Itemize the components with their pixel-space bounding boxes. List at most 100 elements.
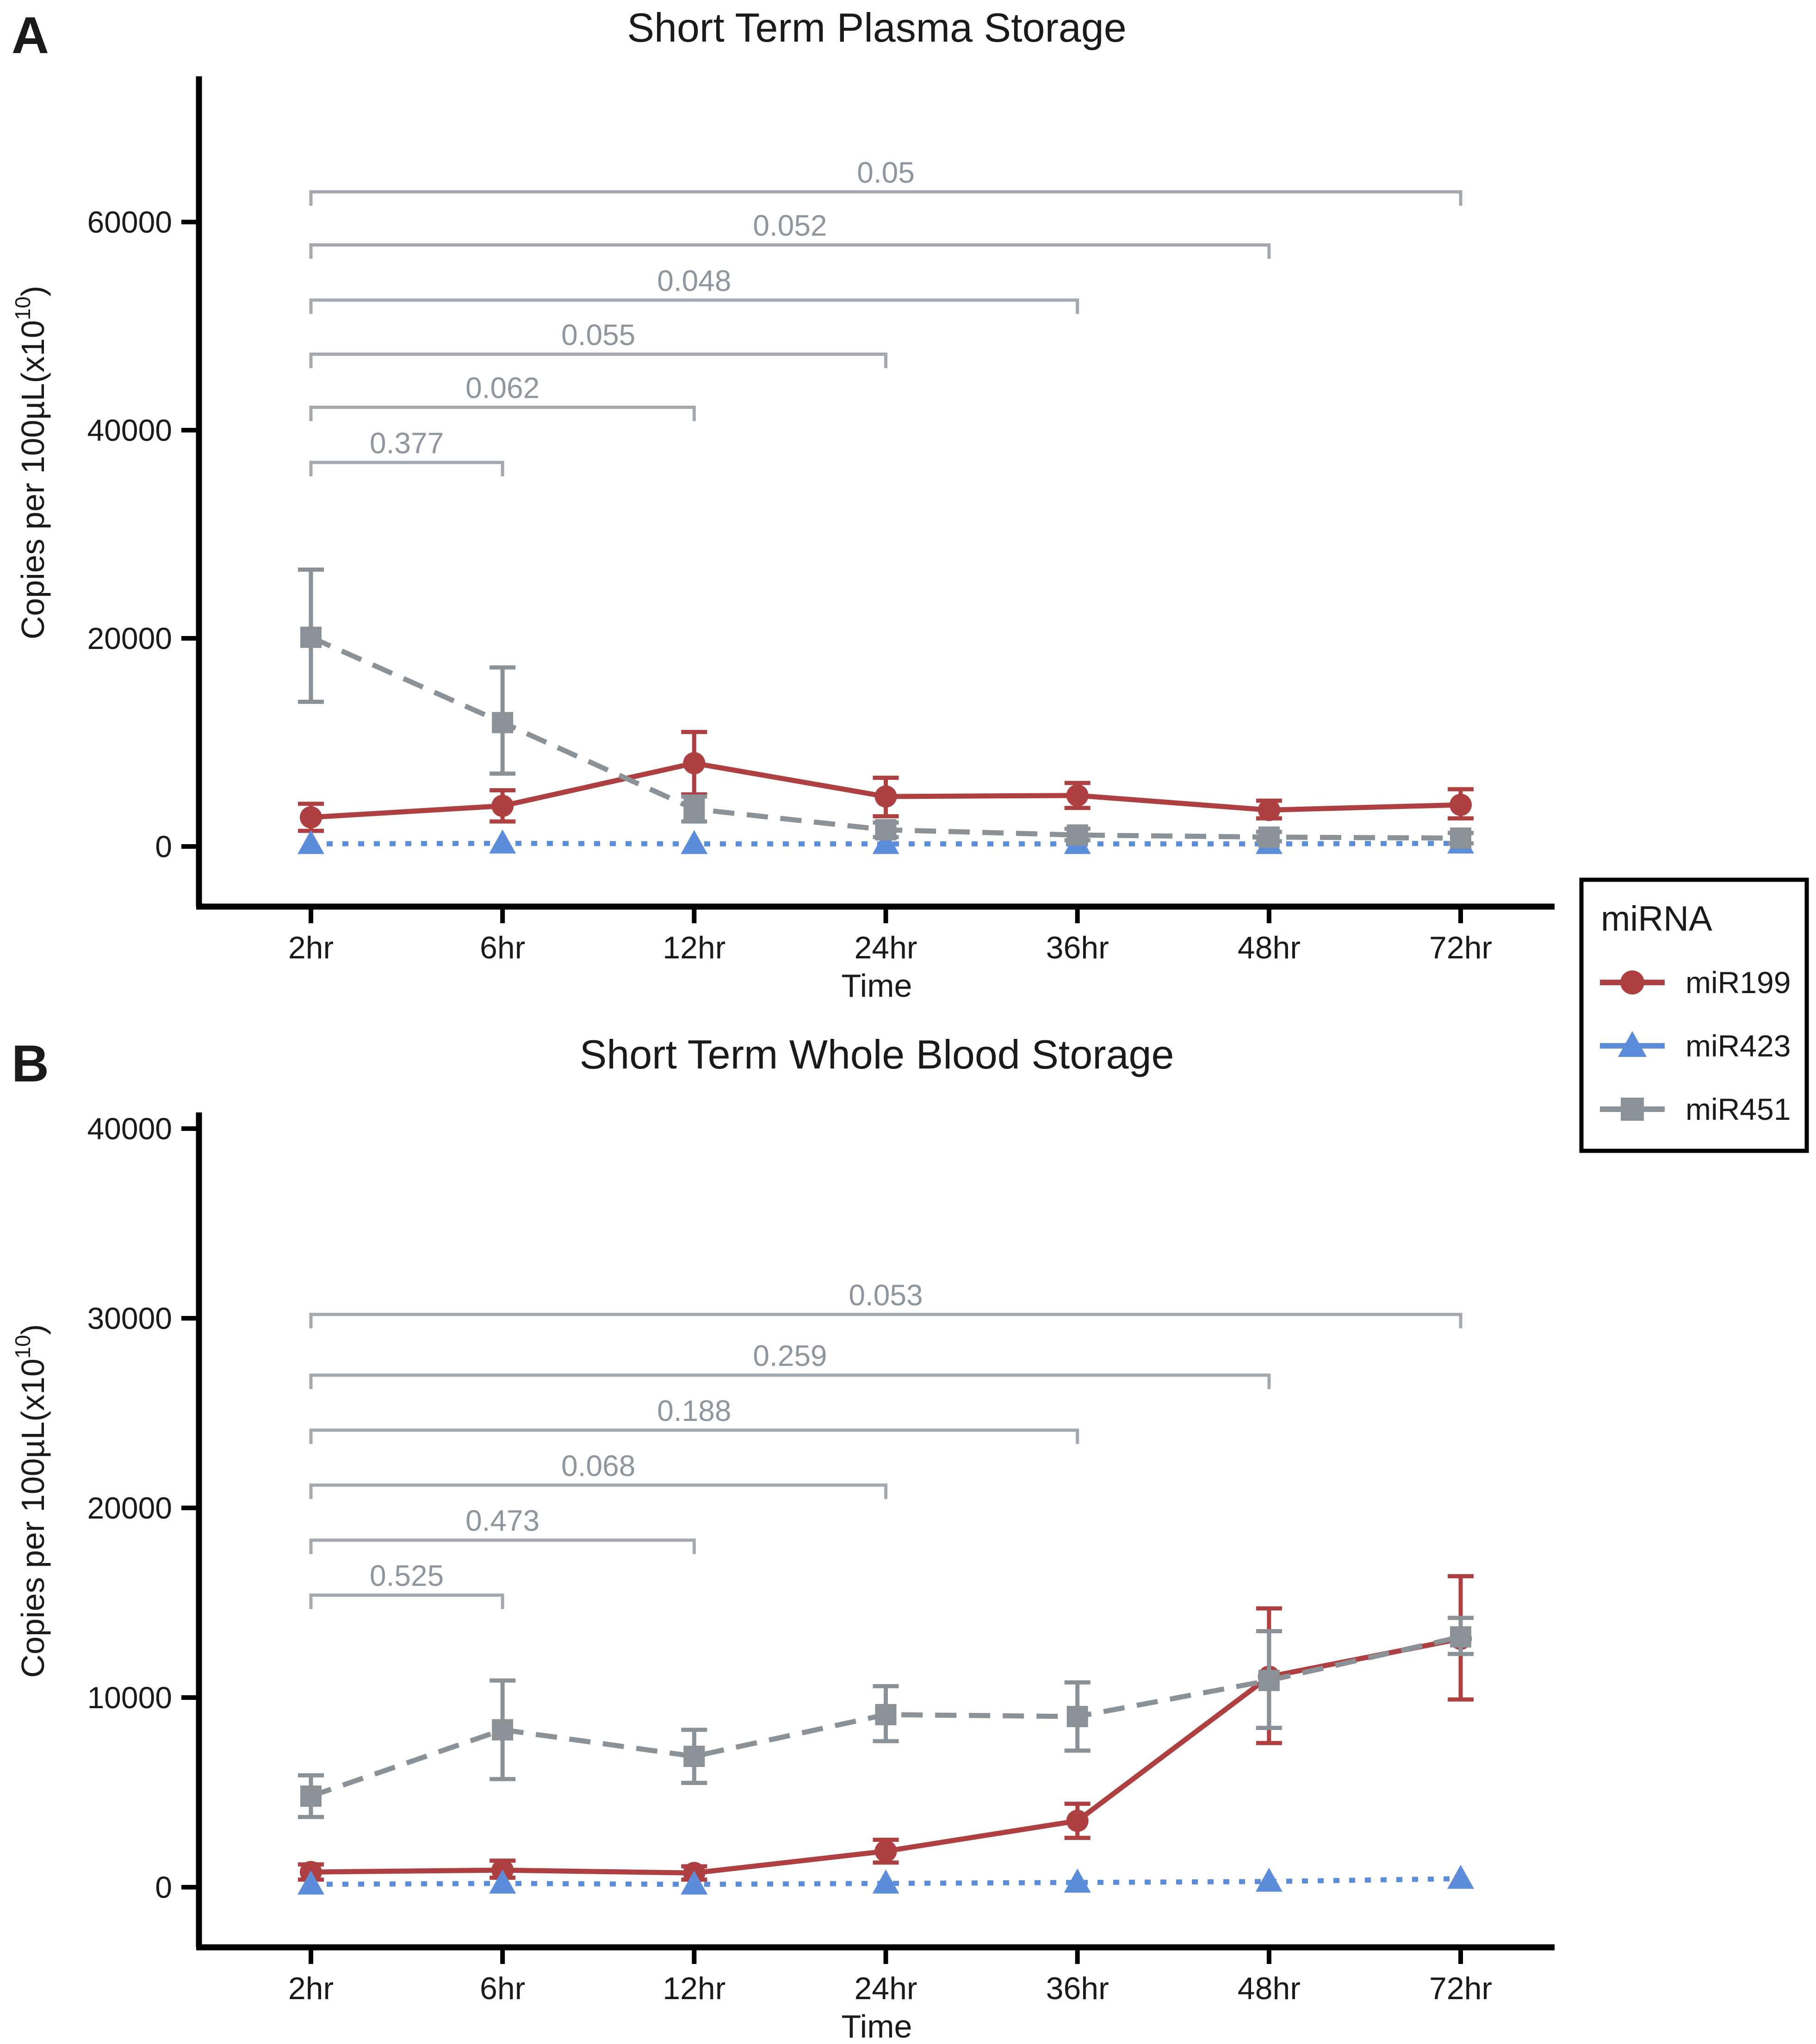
- panel-letter: B: [12, 1035, 49, 1093]
- significance-bracket: 0.048: [309, 264, 1079, 314]
- series-marker: [300, 1785, 322, 1807]
- p-value-label: 0.053: [849, 1278, 923, 1312]
- significance-bracket: 0.188: [309, 1394, 1079, 1444]
- y-tick-label: 40000: [87, 1112, 172, 1146]
- y-tick-label: 0: [155, 1870, 172, 1904]
- y-tick-label: 40000: [87, 413, 172, 447]
- series-miR451: [298, 568, 1474, 849]
- p-value-label: 0.377: [370, 426, 444, 460]
- bracket-line: [309, 406, 696, 421]
- series-marker: [1255, 1867, 1283, 1892]
- y-tick-label: 0: [155, 829, 172, 864]
- series-miR451: [298, 1616, 1474, 1819]
- panel-a: A Short Term Plasma Storage 0 20000 40000 600…: [11, 5, 1555, 1004]
- series-marker: [1064, 1868, 1091, 1893]
- legend-entry-label: miR451: [1686, 1092, 1791, 1126]
- series-marker: [874, 785, 897, 808]
- series-marker: [1450, 827, 1472, 849]
- x-tick-label: 48hr: [1238, 1971, 1301, 2006]
- y-tick-label: 60000: [87, 205, 172, 239]
- legend-entry-label: miR423: [1686, 1029, 1791, 1063]
- series-marker: [1447, 1865, 1475, 1889]
- bracket-line: [309, 461, 504, 476]
- legend-marker-circle: [1620, 970, 1644, 994]
- y-tick-label: 10000: [87, 1680, 172, 1715]
- y-tick-label: 20000: [87, 621, 172, 655]
- bracket-line: [309, 298, 1079, 314]
- legend-entry-mir451: miR451: [1600, 1092, 1791, 1126]
- y-axis-title: Copies per 100µL(x1010): [11, 286, 51, 640]
- series-marker: [681, 1870, 708, 1895]
- significance-bracket: 0.525: [309, 1559, 504, 1609]
- y-axis-title: Copies per 100µL(x1010): [11, 1324, 51, 1678]
- legend-marker-triangle: [1618, 1031, 1647, 1057]
- x-tick-label: 24hr: [854, 1971, 917, 2006]
- series-marker: [1450, 794, 1472, 816]
- x-axis-title: Time: [842, 2008, 912, 2044]
- p-value-label: 0.473: [465, 1504, 539, 1538]
- significance-bracket: 0.053: [309, 1278, 1463, 1328]
- bracket-line: [309, 190, 1463, 206]
- significance-bracket: 0.05: [309, 156, 1463, 206]
- series-marker: [491, 795, 514, 817]
- bracket-line: [309, 1538, 696, 1554]
- x-tick-label: 36hr: [1046, 1971, 1109, 2006]
- series-marker: [872, 830, 899, 854]
- series-marker: [875, 819, 897, 840]
- series-marker: [300, 626, 322, 648]
- significance-bracket: 0.377: [309, 426, 504, 476]
- legend-entry-label: miR199: [1686, 965, 1791, 1000]
- series-miR423: [298, 1865, 1475, 1895]
- significance-bracket: 0.062: [309, 371, 696, 421]
- p-value-label: 0.055: [561, 318, 635, 352]
- series-marker: [875, 1704, 897, 1725]
- series-marker: [298, 1870, 324, 1895]
- p-value-label: 0.068: [561, 1449, 635, 1482]
- x-axis-title: Time: [842, 968, 912, 1004]
- x-tick-label: 6hr: [480, 1971, 525, 2006]
- bracket-line: [309, 243, 1271, 259]
- x-tick-label: 6hr: [480, 930, 525, 965]
- x-tick-label: 36hr: [1046, 930, 1109, 965]
- bracket-line: [309, 1313, 1463, 1328]
- p-value-label: 0.052: [753, 209, 827, 242]
- series-marker: [683, 752, 706, 774]
- p-value-label: 0.062: [465, 371, 539, 405]
- legend-title: miRNA: [1601, 899, 1712, 939]
- x-tick-label: 72hr: [1429, 930, 1492, 965]
- legend-box: [1579, 877, 1809, 1153]
- p-value-label: 0.188: [657, 1394, 731, 1427]
- series-marker: [1258, 799, 1280, 821]
- p-value-label: 0.048: [657, 264, 731, 297]
- significance-bracket: 0.068: [309, 1449, 888, 1499]
- legend: miRNA miR199 miR423 miR451: [1579, 877, 1809, 1153]
- bracket-line: [309, 352, 888, 368]
- legend-entry-mir423: miR423: [1600, 1029, 1791, 1063]
- series-marker: [1258, 1670, 1280, 1692]
- panel-b: B Short Term Whole Blood Storage 0 10000 200…: [11, 1031, 1555, 2044]
- series-marker: [1066, 784, 1089, 807]
- x-tick-label: 12hr: [663, 1971, 725, 2006]
- bracket-line: [309, 1373, 1271, 1389]
- panel-title: Short Term Whole Blood Storage: [580, 1031, 1174, 1077]
- series-miR199: [298, 730, 1474, 833]
- bracket-line: [309, 1483, 888, 1499]
- x-tick-label: 12hr: [663, 930, 725, 965]
- y-tick-label: 30000: [87, 1301, 172, 1335]
- significance-bracket: 0.473: [309, 1504, 696, 1554]
- x-tick-label: 2hr: [288, 1971, 334, 2006]
- series-marker: [489, 1869, 516, 1894]
- series-marker: [492, 712, 514, 734]
- series-marker: [683, 1746, 705, 1767]
- x-tick-label: 2hr: [288, 930, 334, 965]
- significance-bracket: 0.259: [309, 1339, 1271, 1389]
- bracket-line: [309, 1428, 1079, 1444]
- x-tick-label: 24hr: [854, 930, 917, 965]
- x-tick-label: 72hr: [1429, 1971, 1492, 2006]
- series-marker: [489, 829, 516, 854]
- y-tick-label: 20000: [87, 1491, 172, 1525]
- series-marker: [492, 1719, 514, 1741]
- series-marker: [1450, 1626, 1472, 1648]
